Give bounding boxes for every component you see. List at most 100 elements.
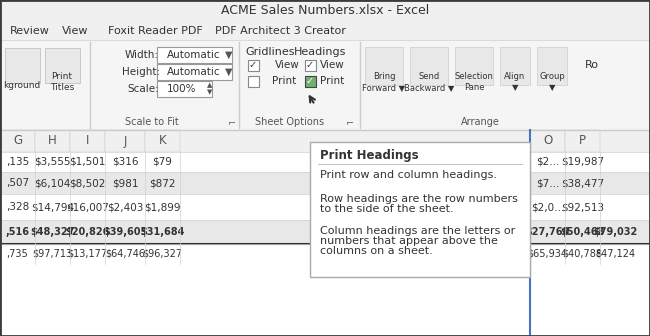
Text: $1,899: $1,899	[144, 202, 181, 212]
Text: $14,794: $14,794	[31, 202, 74, 212]
Bar	[0, 130, 35, 152]
Bar	[157, 47, 232, 63]
Text: Bring
Forward ▼: Bring Forward ▼	[363, 72, 406, 92]
Bar	[91, 42, 239, 132]
Bar	[0, 244, 650, 264]
Text: $38,477: $38,477	[561, 178, 604, 188]
Bar	[0, 194, 650, 220]
Text: $64,746: $64,746	[105, 249, 145, 259]
Text: ⌐: ⌐	[346, 117, 354, 127]
Text: $92,513: $92,513	[561, 202, 604, 212]
Text: $47,124: $47,124	[595, 249, 635, 259]
Bar	[310, 142, 530, 277]
Text: Scale to Fit: Scale to Fit	[125, 117, 179, 127]
Bar	[0, 130, 650, 336]
Text: $2,403: $2,403	[107, 202, 143, 212]
Bar	[0, 22, 650, 40]
Text: Align
▼: Align ▼	[504, 72, 526, 92]
Text: Ro: Ro	[585, 60, 599, 70]
Text: ,516: ,516	[5, 227, 29, 237]
Text: Automatic: Automatic	[167, 50, 221, 60]
Bar	[248, 76, 259, 87]
Text: $79,032: $79,032	[593, 227, 637, 237]
Text: G: G	[13, 134, 22, 148]
Bar	[5, 48, 40, 83]
Text: $16,007: $16,007	[66, 202, 109, 212]
Text: $2…: $2…	[536, 157, 559, 167]
Bar	[0, 42, 90, 132]
Text: $981: $981	[112, 178, 138, 188]
Text: numbers that appear above the: numbers that appear above the	[320, 236, 498, 246]
Text: ,507: ,507	[6, 178, 29, 188]
Text: $6,104: $6,104	[34, 178, 71, 188]
Text: H: H	[48, 134, 57, 148]
Text: $27,768: $27,768	[525, 227, 569, 237]
Text: PDF Architect 3 Creator: PDF Architect 3 Creator	[214, 26, 345, 36]
Bar	[248, 60, 259, 71]
Text: Row headings are the row numbers: Row headings are the row numbers	[320, 194, 518, 204]
Text: $13,177: $13,177	[68, 249, 107, 259]
Text: I: I	[86, 134, 89, 148]
Bar	[455, 47, 493, 85]
Text: Gridlines: Gridlines	[245, 47, 294, 57]
Text: ✓: ✓	[306, 60, 314, 70]
Bar	[537, 47, 567, 85]
Text: $316: $316	[112, 157, 138, 167]
Bar	[240, 42, 360, 132]
Text: $50,463: $50,463	[560, 227, 604, 237]
Text: $96,327: $96,327	[142, 249, 183, 259]
Text: $1,501: $1,501	[70, 157, 106, 167]
Text: Height:: Height:	[122, 67, 160, 77]
Bar	[305, 60, 316, 71]
Text: $8,502: $8,502	[70, 178, 106, 188]
Text: Review: Review	[10, 26, 50, 36]
Text: Print: Print	[320, 76, 345, 86]
Text: Automatic: Automatic	[167, 67, 221, 77]
Bar	[70, 130, 105, 152]
Bar	[0, 220, 650, 244]
Text: ⌐: ⌐	[228, 117, 236, 127]
Text: Print
Titles: Print Titles	[50, 72, 74, 92]
Text: ✓: ✓	[306, 76, 314, 86]
Text: ✓: ✓	[249, 60, 257, 70]
Bar	[565, 130, 600, 152]
Bar	[157, 64, 232, 80]
Text: $872: $872	[150, 178, 176, 188]
Text: $20,826: $20,826	[65, 227, 110, 237]
Text: P: P	[579, 134, 586, 148]
Text: $2,0…: $2,0…	[531, 202, 564, 212]
Text: $19,987: $19,987	[561, 157, 604, 167]
Text: ,135: ,135	[6, 157, 29, 167]
Text: View: View	[62, 26, 88, 36]
Bar	[157, 81, 212, 97]
Bar	[0, 172, 650, 194]
Bar	[410, 47, 448, 85]
Bar	[0, 0, 650, 22]
Text: $48,327: $48,327	[31, 227, 75, 237]
Bar	[0, 40, 650, 140]
Bar	[45, 48, 80, 83]
Text: Print row and column headings.: Print row and column headings.	[320, 170, 497, 180]
Text: 100%: 100%	[167, 84, 197, 94]
Bar	[35, 130, 70, 152]
Bar	[145, 130, 180, 152]
Bar	[105, 130, 145, 152]
Text: to the side of the sheet.: to the side of the sheet.	[320, 204, 454, 214]
Text: Scale:: Scale:	[127, 84, 159, 94]
Text: Print: Print	[272, 76, 296, 86]
Text: View: View	[320, 60, 345, 70]
Text: $7…: $7…	[536, 178, 559, 188]
Bar	[530, 130, 565, 152]
Text: ,735: ,735	[6, 249, 29, 259]
Text: Sheet Options: Sheet Options	[255, 117, 324, 127]
Text: $40,788: $40,788	[562, 249, 603, 259]
Text: Selection
Pane: Selection Pane	[454, 72, 493, 92]
Bar	[305, 76, 316, 87]
Text: $3,555: $3,555	[34, 157, 71, 167]
Text: $98,901: $98,901	[335, 249, 375, 259]
Text: ▼: ▼	[226, 67, 233, 77]
Text: Column headings are the letters or: Column headings are the letters or	[320, 226, 515, 236]
Text: $97,713: $97,713	[32, 249, 73, 259]
Text: Send
Backward ▼: Send Backward ▼	[404, 72, 454, 92]
Text: O: O	[543, 134, 552, 148]
